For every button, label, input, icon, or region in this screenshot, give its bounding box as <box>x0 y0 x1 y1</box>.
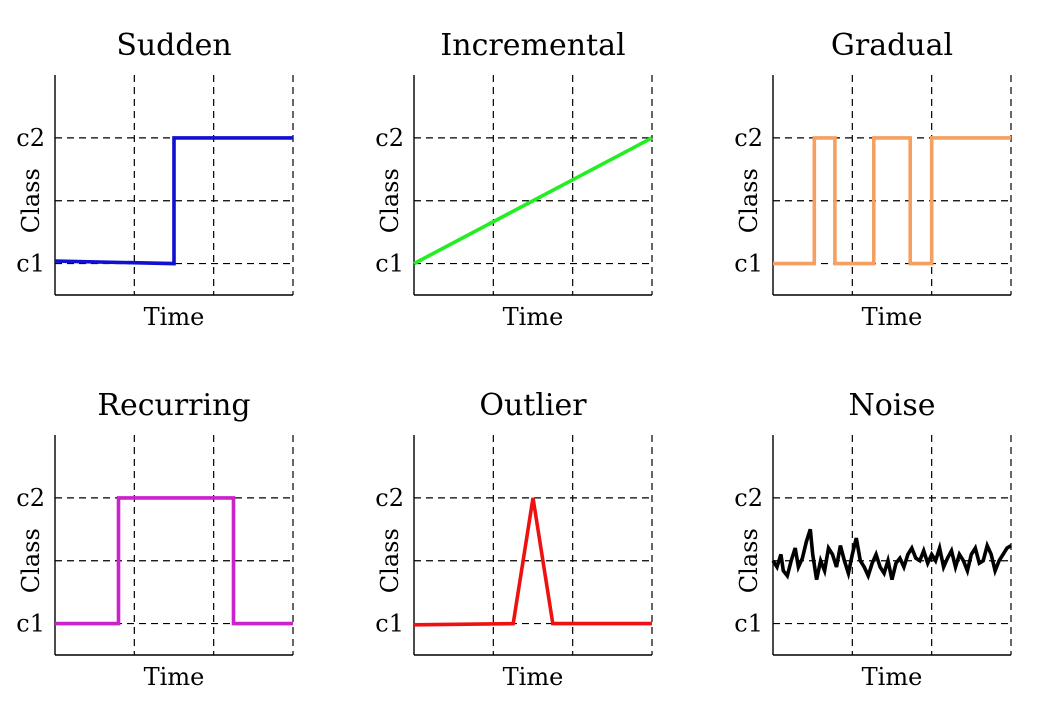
panel-noise: Noise c1 c2 Time Class <box>734 388 1012 691</box>
panel-incremental: Incremental c1 c2 Time Class <box>375 28 653 331</box>
panel-title: Noise <box>848 388 935 423</box>
panel-title: Outlier <box>479 388 587 423</box>
y-tick-label: c2 <box>16 484 45 512</box>
x-axis-label: Time <box>144 663 205 691</box>
series-line-gradual <box>773 136 1011 266</box>
y-tick-label: c1 <box>16 610 45 638</box>
x-axis-label: Time <box>503 303 564 331</box>
panel-title: Incremental <box>440 28 625 63</box>
y-tick-label: c1 <box>375 610 404 638</box>
panel-gradual: Gradual c1 c2 Time Class <box>734 28 1012 331</box>
x-axis-label: Time <box>503 663 564 691</box>
y-tick-label: c2 <box>16 124 45 152</box>
series-line-incremental <box>413 136 653 266</box>
y-axis-label: Class <box>376 528 404 593</box>
series-line-sudden <box>54 136 293 266</box>
x-axis-label: Time <box>144 303 205 331</box>
series-line-outlier <box>413 497 652 627</box>
y-axis-label: Class <box>735 168 763 233</box>
y-tick-label: c2 <box>375 124 404 152</box>
y-tick-label: c1 <box>734 250 763 278</box>
y-tick-label: c1 <box>16 250 45 278</box>
y-axis-label: Class <box>17 168 45 233</box>
panel-recurring: Recurring c1 c2 Time Class <box>16 388 294 691</box>
panel-title: Recurring <box>97 388 250 423</box>
panel-title: Sudden <box>116 28 231 63</box>
x-axis-label: Time <box>862 663 923 691</box>
y-axis-label: Class <box>376 168 404 233</box>
panel-sudden: Sudden c1 c2 Time Class <box>16 28 294 331</box>
y-tick-label: c1 <box>734 610 763 638</box>
y-axis-label: Class <box>17 528 45 593</box>
x-axis-label: Time <box>862 303 923 331</box>
y-axis-label: Class <box>735 528 763 593</box>
y-tick-label: c2 <box>734 484 763 512</box>
y-tick-label: c2 <box>375 484 404 512</box>
panel-outlier: Outlier c1 c2 Time Class <box>375 388 653 691</box>
y-tick-label: c1 <box>375 250 404 278</box>
panel-title: Gradual <box>831 28 953 63</box>
series-line-recurring <box>55 496 293 626</box>
y-tick-label: c2 <box>734 124 763 152</box>
series-line-noise <box>771 528 1012 581</box>
